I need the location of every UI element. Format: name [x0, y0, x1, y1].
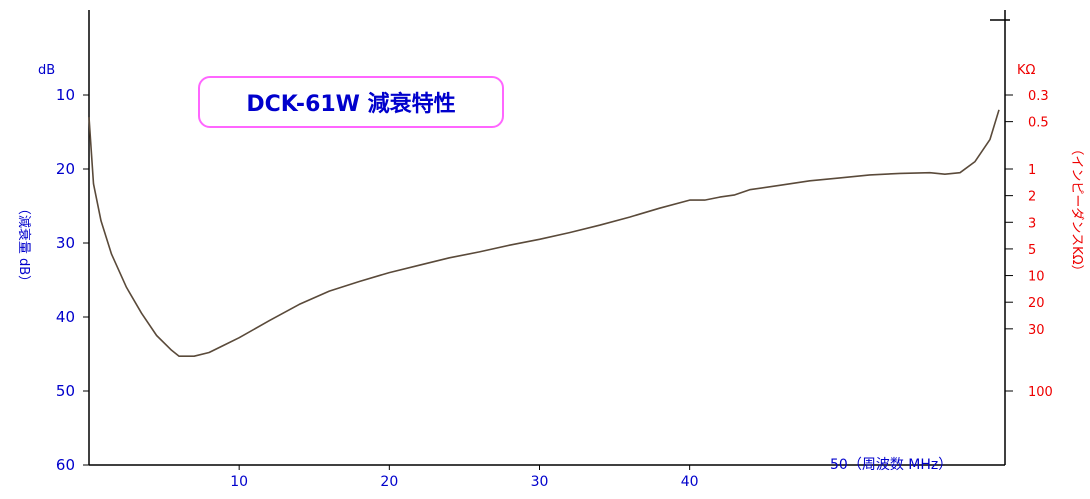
right-tick-label: 10 — [1028, 270, 1045, 285]
left-tick-label: 50 — [56, 382, 75, 400]
chart-title-box: DCK-61W 減衰特性 — [198, 76, 504, 128]
left-tick-label: 60 — [56, 456, 75, 474]
ticks-group: 10 20 30 40 50 60 0.3 0.5 1 2 3 5 10 20 30 100 10 20 30 40 — [56, 86, 1053, 490]
x-tick-label: 20 — [380, 474, 398, 490]
right-tick-label: 2 — [1028, 190, 1036, 205]
right-axis-label: （インピーダンスKΩ） — [1069, 142, 1084, 277]
x-tick-label: 30 — [531, 474, 549, 490]
right-tick-label: 1 — [1028, 163, 1036, 178]
left-tick-label: 40 — [56, 308, 75, 326]
left-tick-label: 30 — [56, 234, 75, 252]
x-tick-label: 10 — [230, 474, 248, 490]
plot-group — [88, 109, 1000, 358]
left-unit-label: dB — [38, 63, 55, 78]
left-axis-label: （減衰量 dB） — [16, 202, 32, 288]
right-tick-label: 3 — [1028, 216, 1036, 231]
left-tick-label: 10 — [56, 86, 75, 104]
right-tick-label: 20 — [1028, 296, 1045, 311]
chart-title: DCK-61W 減衰特性 — [246, 92, 456, 117]
right-unit-label: KΩ — [1017, 63, 1036, 78]
left-tick-label: 20 — [56, 160, 75, 178]
right-tick-label: 5 — [1028, 243, 1036, 258]
right-tick-label: 0.3 — [1028, 89, 1049, 104]
axes-group — [88, 10, 1010, 466]
right-tick-label: 100 — [1028, 385, 1053, 400]
attenuation-series-line — [88, 109, 1000, 358]
x-tick-label: 40 — [681, 474, 699, 490]
right-tick-label: 0.5 — [1028, 116, 1049, 131]
right-tick-label: 30 — [1028, 323, 1045, 338]
x-axis-label: 50（周波数 MHz） — [830, 457, 952, 473]
